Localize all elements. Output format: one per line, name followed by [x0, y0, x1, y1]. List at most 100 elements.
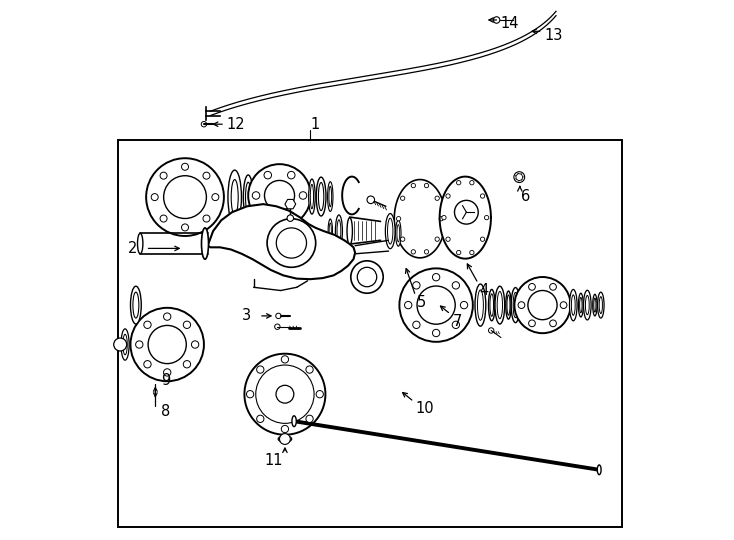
Circle shape — [288, 212, 295, 220]
Circle shape — [131, 308, 204, 381]
Ellipse shape — [490, 294, 493, 316]
Ellipse shape — [397, 225, 400, 242]
Ellipse shape — [570, 289, 577, 321]
Circle shape — [446, 194, 450, 198]
Circle shape — [264, 212, 272, 220]
Circle shape — [160, 172, 167, 179]
Circle shape — [404, 301, 412, 309]
Circle shape — [351, 261, 383, 293]
Ellipse shape — [327, 181, 333, 212]
Ellipse shape — [123, 334, 127, 355]
Circle shape — [203, 215, 210, 222]
Circle shape — [276, 228, 307, 258]
Circle shape — [528, 284, 535, 290]
Circle shape — [184, 321, 191, 328]
Circle shape — [275, 324, 280, 329]
Ellipse shape — [244, 175, 253, 219]
Ellipse shape — [309, 179, 315, 214]
Circle shape — [151, 194, 159, 200]
Ellipse shape — [396, 220, 401, 246]
Circle shape — [252, 192, 260, 199]
Circle shape — [470, 180, 474, 185]
Circle shape — [515, 277, 570, 333]
Ellipse shape — [475, 284, 486, 326]
Ellipse shape — [328, 219, 333, 243]
Circle shape — [435, 237, 440, 241]
Circle shape — [184, 361, 191, 368]
Circle shape — [287, 215, 294, 221]
Ellipse shape — [578, 293, 584, 317]
Circle shape — [411, 184, 415, 188]
Bar — [117, 140, 622, 526]
Text: 5: 5 — [417, 295, 426, 310]
Circle shape — [439, 217, 443, 221]
Circle shape — [484, 215, 489, 220]
Circle shape — [442, 215, 446, 220]
Ellipse shape — [584, 291, 591, 320]
Circle shape — [432, 329, 440, 336]
Circle shape — [514, 172, 525, 183]
Circle shape — [528, 291, 557, 320]
Circle shape — [201, 122, 206, 127]
Ellipse shape — [258, 186, 261, 208]
Circle shape — [457, 251, 461, 255]
Circle shape — [424, 184, 429, 188]
Circle shape — [550, 320, 556, 327]
Circle shape — [399, 268, 473, 342]
Ellipse shape — [228, 170, 241, 224]
Ellipse shape — [507, 295, 510, 315]
Circle shape — [460, 301, 468, 309]
Circle shape — [489, 328, 494, 333]
Ellipse shape — [477, 290, 484, 320]
Circle shape — [452, 321, 459, 328]
Ellipse shape — [202, 228, 208, 259]
Circle shape — [518, 302, 525, 308]
Text: 13: 13 — [544, 28, 562, 43]
Circle shape — [396, 217, 401, 221]
Ellipse shape — [388, 218, 393, 244]
Polygon shape — [208, 204, 355, 279]
Circle shape — [247, 390, 254, 398]
Text: 14: 14 — [501, 16, 520, 31]
Ellipse shape — [580, 298, 582, 313]
Polygon shape — [440, 177, 491, 259]
Circle shape — [295, 217, 301, 222]
Circle shape — [528, 320, 535, 327]
Circle shape — [181, 163, 189, 170]
Circle shape — [424, 249, 429, 254]
Ellipse shape — [385, 213, 395, 248]
Ellipse shape — [347, 218, 352, 245]
Circle shape — [550, 284, 556, 290]
Ellipse shape — [597, 465, 601, 475]
Ellipse shape — [121, 329, 129, 360]
Circle shape — [435, 196, 440, 200]
Circle shape — [299, 192, 307, 199]
Circle shape — [281, 356, 288, 363]
Ellipse shape — [593, 294, 597, 316]
Circle shape — [192, 341, 199, 348]
Circle shape — [257, 415, 264, 422]
Ellipse shape — [231, 179, 239, 215]
Ellipse shape — [520, 292, 526, 318]
Circle shape — [413, 321, 420, 328]
Ellipse shape — [319, 183, 324, 211]
Circle shape — [493, 17, 500, 23]
Ellipse shape — [597, 292, 604, 318]
Circle shape — [160, 215, 167, 222]
Text: 8: 8 — [161, 404, 170, 419]
Circle shape — [257, 366, 264, 373]
Circle shape — [480, 194, 484, 198]
Text: 7: 7 — [452, 314, 462, 329]
Text: 11: 11 — [265, 453, 283, 468]
Text: 4: 4 — [479, 283, 489, 298]
Ellipse shape — [255, 180, 262, 214]
Circle shape — [288, 171, 295, 179]
Text: 3: 3 — [241, 308, 251, 323]
Ellipse shape — [571, 295, 575, 315]
Circle shape — [276, 313, 281, 319]
Ellipse shape — [133, 292, 139, 318]
Ellipse shape — [586, 295, 589, 315]
Ellipse shape — [131, 286, 141, 324]
Circle shape — [417, 286, 455, 324]
Circle shape — [480, 237, 484, 241]
